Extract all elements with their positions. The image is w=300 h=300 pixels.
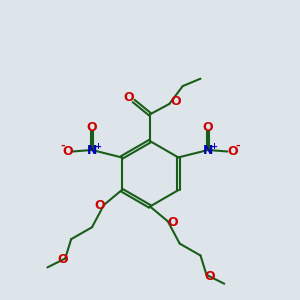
Text: O: O xyxy=(94,200,105,212)
Text: O: O xyxy=(203,121,213,134)
Text: O: O xyxy=(57,254,68,266)
Text: O: O xyxy=(123,92,134,104)
Text: O: O xyxy=(62,145,73,158)
Text: O: O xyxy=(170,95,181,108)
Text: O: O xyxy=(204,270,215,283)
Text: N: N xyxy=(203,143,213,157)
Text: -: - xyxy=(236,141,240,151)
Text: +: + xyxy=(210,142,217,151)
Text: N: N xyxy=(87,143,97,157)
Text: O: O xyxy=(227,145,238,158)
Text: O: O xyxy=(87,121,97,134)
Text: -: - xyxy=(61,141,65,151)
Text: O: O xyxy=(167,216,178,229)
Text: +: + xyxy=(94,142,101,151)
